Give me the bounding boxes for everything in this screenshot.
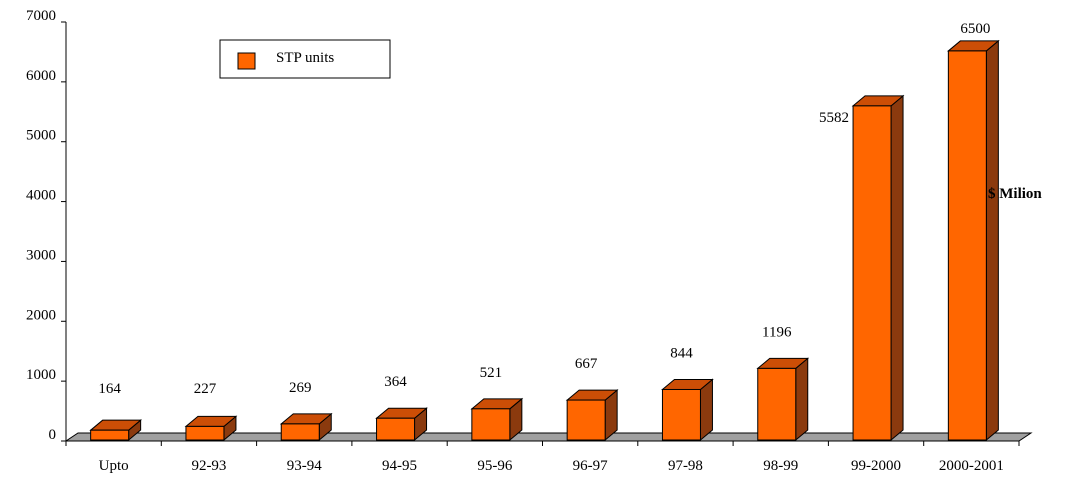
data-labels: 164 227 269 364 521 667 844 1196 5582 6500 xyxy=(98,21,990,397)
x-tick-label: 98-99 xyxy=(763,458,798,474)
bar xyxy=(375,407,428,442)
bar-value-label: 521 xyxy=(480,365,503,381)
x-tick-label: 99-2000 xyxy=(851,458,901,474)
bar xyxy=(89,419,143,442)
y-tick-label: 6000 xyxy=(26,68,56,84)
bar xyxy=(756,357,810,442)
legend-label: STP units xyxy=(276,50,334,66)
bar-value-label: 227 xyxy=(194,381,217,397)
bar xyxy=(565,389,619,442)
bar-front-face xyxy=(852,105,892,441)
bar-front-face xyxy=(376,417,416,441)
x-tick-label: Upto xyxy=(99,458,129,474)
legend-swatch xyxy=(237,52,256,70)
bar-value-label: 667 xyxy=(575,356,598,372)
bar-side-face xyxy=(985,39,999,442)
y-axis-title: $ Milion xyxy=(988,186,1042,202)
bar-value-label: 6500 xyxy=(960,21,990,37)
bar xyxy=(279,412,333,442)
x-tick-label: 97-98 xyxy=(668,458,703,474)
y-tick-label: 7000 xyxy=(26,8,56,24)
y-tick-label: 3000 xyxy=(26,247,56,263)
x-tick-label: 96-97 xyxy=(573,458,608,474)
y-tick-label: 4000 xyxy=(26,188,56,204)
x-axis-ticks: Upto 92-93 93-94 94-95 95-96 96-97 97-98 98-99 9… xyxy=(65,441,1020,474)
bar-value-label: 1196 xyxy=(762,324,792,340)
y-tick-label: 2000 xyxy=(26,307,56,323)
x-tick-label: 95-96 xyxy=(477,458,512,474)
bar xyxy=(851,94,905,442)
bar-front-face xyxy=(280,423,320,441)
bar-value-label: 164 xyxy=(98,381,121,397)
bar xyxy=(946,39,1000,442)
x-tick-label: 94-95 xyxy=(382,458,417,474)
y-tick-label: 5000 xyxy=(26,128,56,144)
bar-value-label: 5582 xyxy=(819,110,849,126)
x-tick-label: 2000-2001 xyxy=(939,458,1004,474)
y-axis-ticks: 0 1000 2000 3000 4000 5000 6000 7000 xyxy=(26,8,66,443)
bar-front-face xyxy=(947,50,987,441)
y-tick-label: 0 xyxy=(49,427,57,443)
bar-series xyxy=(89,39,1000,442)
x-tick-label: 93-94 xyxy=(287,458,322,474)
x-tick-label: 92-93 xyxy=(191,458,226,474)
bar-value-label: 844 xyxy=(670,345,693,361)
bar-side-face xyxy=(890,94,904,442)
bar-front-face xyxy=(566,399,606,441)
bar-value-label: 364 xyxy=(384,374,407,390)
bar xyxy=(661,378,714,442)
bar-front-face xyxy=(90,429,130,441)
bar-front-face xyxy=(471,408,511,441)
bar-value-label: 269 xyxy=(289,380,312,396)
bar-front-face xyxy=(757,367,797,441)
bar xyxy=(470,397,524,442)
bar-front-face xyxy=(661,388,701,441)
y-tick-label: 1000 xyxy=(26,367,56,383)
bar-front-face xyxy=(185,425,225,441)
legend: STP units xyxy=(219,39,391,79)
bar-side-face xyxy=(795,357,809,442)
bar xyxy=(184,415,238,442)
